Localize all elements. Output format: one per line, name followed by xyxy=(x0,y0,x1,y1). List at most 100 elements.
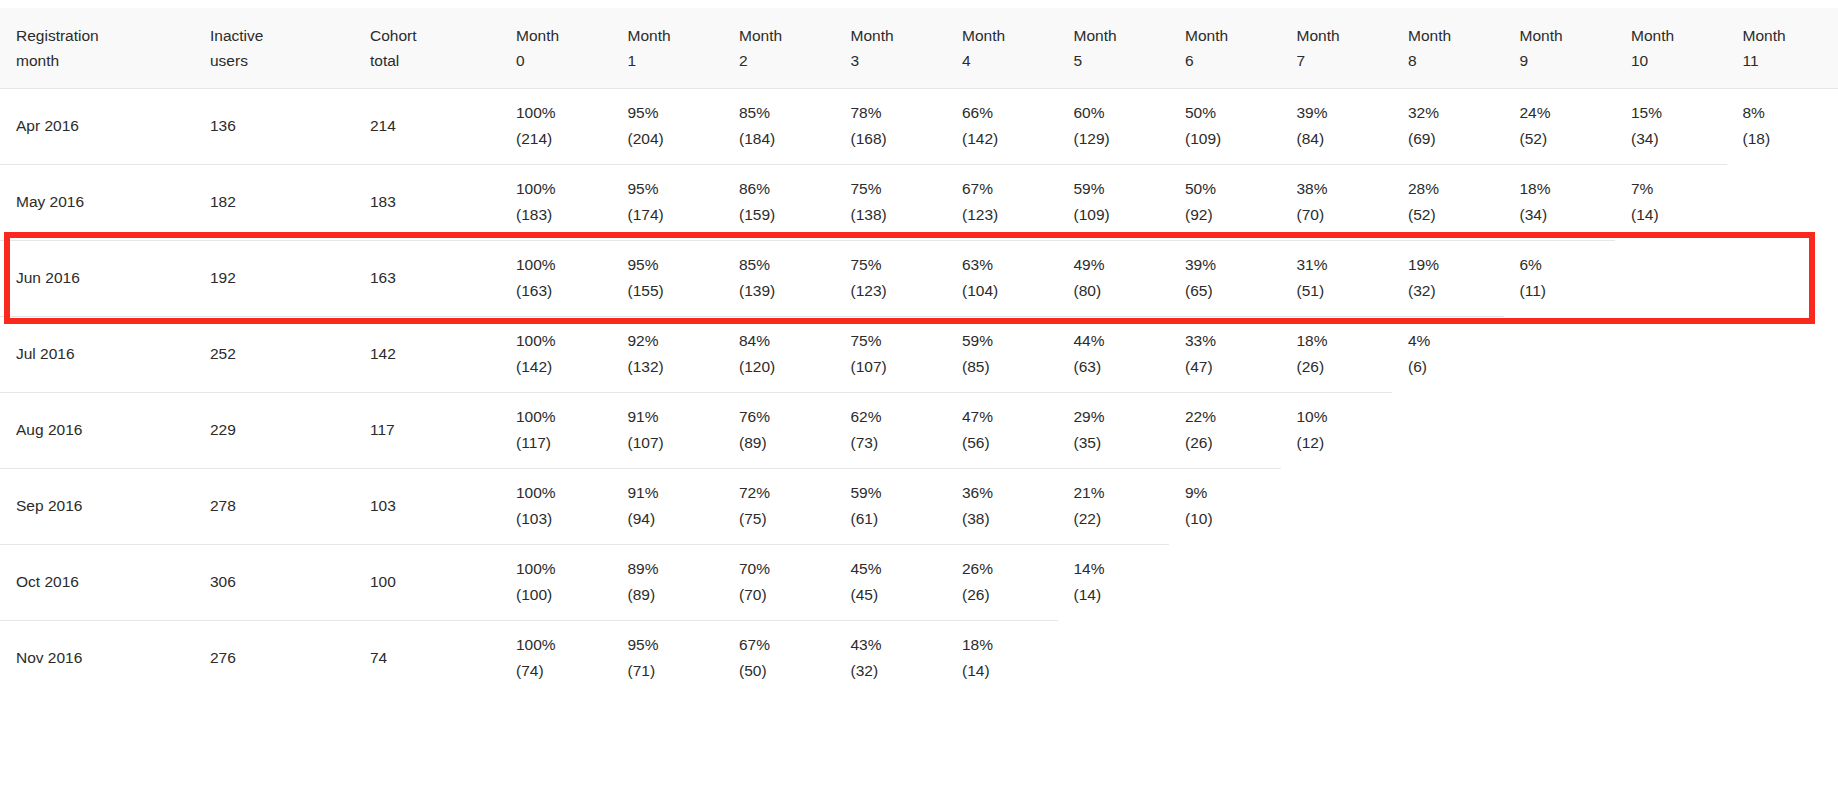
month-cell xyxy=(1615,468,1727,544)
retention-percentage: 100% xyxy=(516,176,604,202)
month-cell: 95%(71) xyxy=(612,620,724,696)
retention-percentage: 18% xyxy=(1520,176,1608,202)
retention-count: (100) xyxy=(516,582,604,608)
month-cell: 100%(214) xyxy=(500,88,612,164)
retention-percentage: 100% xyxy=(516,556,604,582)
column-header-month-6: Month 6 xyxy=(1169,8,1281,88)
retention-percentage: 8% xyxy=(1743,100,1831,126)
table-row: Apr 2016136214100%(214)95%(204)85%(184)7… xyxy=(0,88,1838,164)
retention-count: (109) xyxy=(1074,202,1162,228)
month-cell: 100%(100) xyxy=(500,544,612,620)
column-header-label: Month 0 xyxy=(516,23,602,73)
retention-count: (45) xyxy=(851,582,939,608)
month-cell: 10%(12) xyxy=(1281,392,1393,468)
retention-count: (138) xyxy=(851,202,939,228)
retention-percentage: 100% xyxy=(516,252,604,278)
retention-count: (10) xyxy=(1185,506,1273,532)
retention-percentage: 95% xyxy=(628,632,716,658)
inactive-users-cell: 252 xyxy=(194,316,354,392)
column-header-month-10: Month 10 xyxy=(1615,8,1727,88)
month-cell xyxy=(1727,164,1838,240)
retention-count: (47) xyxy=(1185,354,1273,380)
month-cell: 18%(26) xyxy=(1281,316,1393,392)
month-cell xyxy=(1169,544,1281,620)
retention-percentage: 4% xyxy=(1408,328,1496,354)
column-header-registration-month: Registration month xyxy=(0,8,194,88)
month-cell xyxy=(1504,392,1616,468)
retention-count: (6) xyxy=(1408,354,1496,380)
month-cell: 95%(174) xyxy=(612,164,724,240)
table-row: Oct 2016306100100%(100)89%(89)70%(70)45%… xyxy=(0,544,1838,620)
retention-count: (14) xyxy=(962,658,1050,684)
month-cell: 50%(92) xyxy=(1169,164,1281,240)
retention-count: (159) xyxy=(739,202,827,228)
retention-percentage: 15% xyxy=(1631,100,1719,126)
retention-percentage: 36% xyxy=(962,480,1050,506)
month-cell xyxy=(1169,620,1281,696)
column-header-month-7: Month 7 xyxy=(1281,8,1393,88)
month-cell: 75%(107) xyxy=(835,316,947,392)
retention-percentage: 33% xyxy=(1185,328,1273,354)
retention-percentage: 72% xyxy=(739,480,827,506)
column-header-month-4: Month 4 xyxy=(946,8,1058,88)
retention-percentage: 70% xyxy=(739,556,827,582)
column-header-label: Registration month xyxy=(16,23,184,73)
retention-percentage: 92% xyxy=(628,328,716,354)
month-cell: 66%(142) xyxy=(946,88,1058,164)
month-cell xyxy=(1615,240,1727,316)
column-header-label: Month 2 xyxy=(739,23,825,73)
month-cell: 100%(74) xyxy=(500,620,612,696)
month-cell: 75%(123) xyxy=(835,240,947,316)
retention-count: (65) xyxy=(1185,278,1273,304)
month-cell: 49%(80) xyxy=(1058,240,1170,316)
retention-count: (70) xyxy=(739,582,827,608)
month-cell xyxy=(1392,620,1504,696)
column-header-label: Month 1 xyxy=(628,23,714,73)
inactive-users-cell: 136 xyxy=(194,88,354,164)
month-cell: 4%(6) xyxy=(1392,316,1504,392)
retention-percentage: 76% xyxy=(739,404,827,430)
retention-percentage: 85% xyxy=(739,252,827,278)
retention-percentage: 18% xyxy=(962,632,1050,658)
month-cell xyxy=(1727,468,1838,544)
retention-count: (120) xyxy=(739,354,827,380)
table-row: Jul 2016252142100%(142)92%(132)84%(120)7… xyxy=(0,316,1838,392)
column-header-label: Month 11 xyxy=(1743,23,1829,73)
cohort-total-cell: 183 xyxy=(354,164,500,240)
inactive-users-cell: 276 xyxy=(194,620,354,696)
retention-percentage: 59% xyxy=(962,328,1050,354)
retention-count: (89) xyxy=(739,430,827,456)
retention-count: (80) xyxy=(1074,278,1162,304)
retention-count: (107) xyxy=(851,354,939,380)
retention-count: (142) xyxy=(516,354,604,380)
month-cell: 21%(22) xyxy=(1058,468,1170,544)
month-cell: 45%(45) xyxy=(835,544,947,620)
column-header-month-0: Month 0 xyxy=(500,8,612,88)
retention-count: (56) xyxy=(962,430,1050,456)
column-header-label: Month 5 xyxy=(1074,23,1160,73)
retention-count: (204) xyxy=(628,126,716,152)
month-cell xyxy=(1392,544,1504,620)
retention-percentage: 75% xyxy=(851,328,939,354)
cohort-total-cell: 74 xyxy=(354,620,500,696)
retention-count: (109) xyxy=(1185,126,1273,152)
retention-percentage: 31% xyxy=(1297,252,1385,278)
month-cell xyxy=(1281,544,1393,620)
retention-percentage: 49% xyxy=(1074,252,1162,278)
inactive-users-cell: 192 xyxy=(194,240,354,316)
month-cell xyxy=(1615,392,1727,468)
table-row: Jun 2016192163100%(163)95%(155)85%(139)7… xyxy=(0,240,1838,316)
registration-month-cell: Oct 2016 xyxy=(0,544,194,620)
retention-count: (22) xyxy=(1074,506,1162,532)
retention-count: (117) xyxy=(516,430,604,456)
retention-percentage: 59% xyxy=(851,480,939,506)
retention-count: (11) xyxy=(1520,278,1608,304)
retention-percentage: 7% xyxy=(1631,176,1719,202)
month-cell xyxy=(1281,468,1393,544)
month-cell: 39%(84) xyxy=(1281,88,1393,164)
registration-month-cell: Aug 2016 xyxy=(0,392,194,468)
month-cell xyxy=(1392,468,1504,544)
retention-percentage: 100% xyxy=(516,328,604,354)
retention-percentage: 95% xyxy=(628,252,716,278)
retention-count: (174) xyxy=(628,202,716,228)
